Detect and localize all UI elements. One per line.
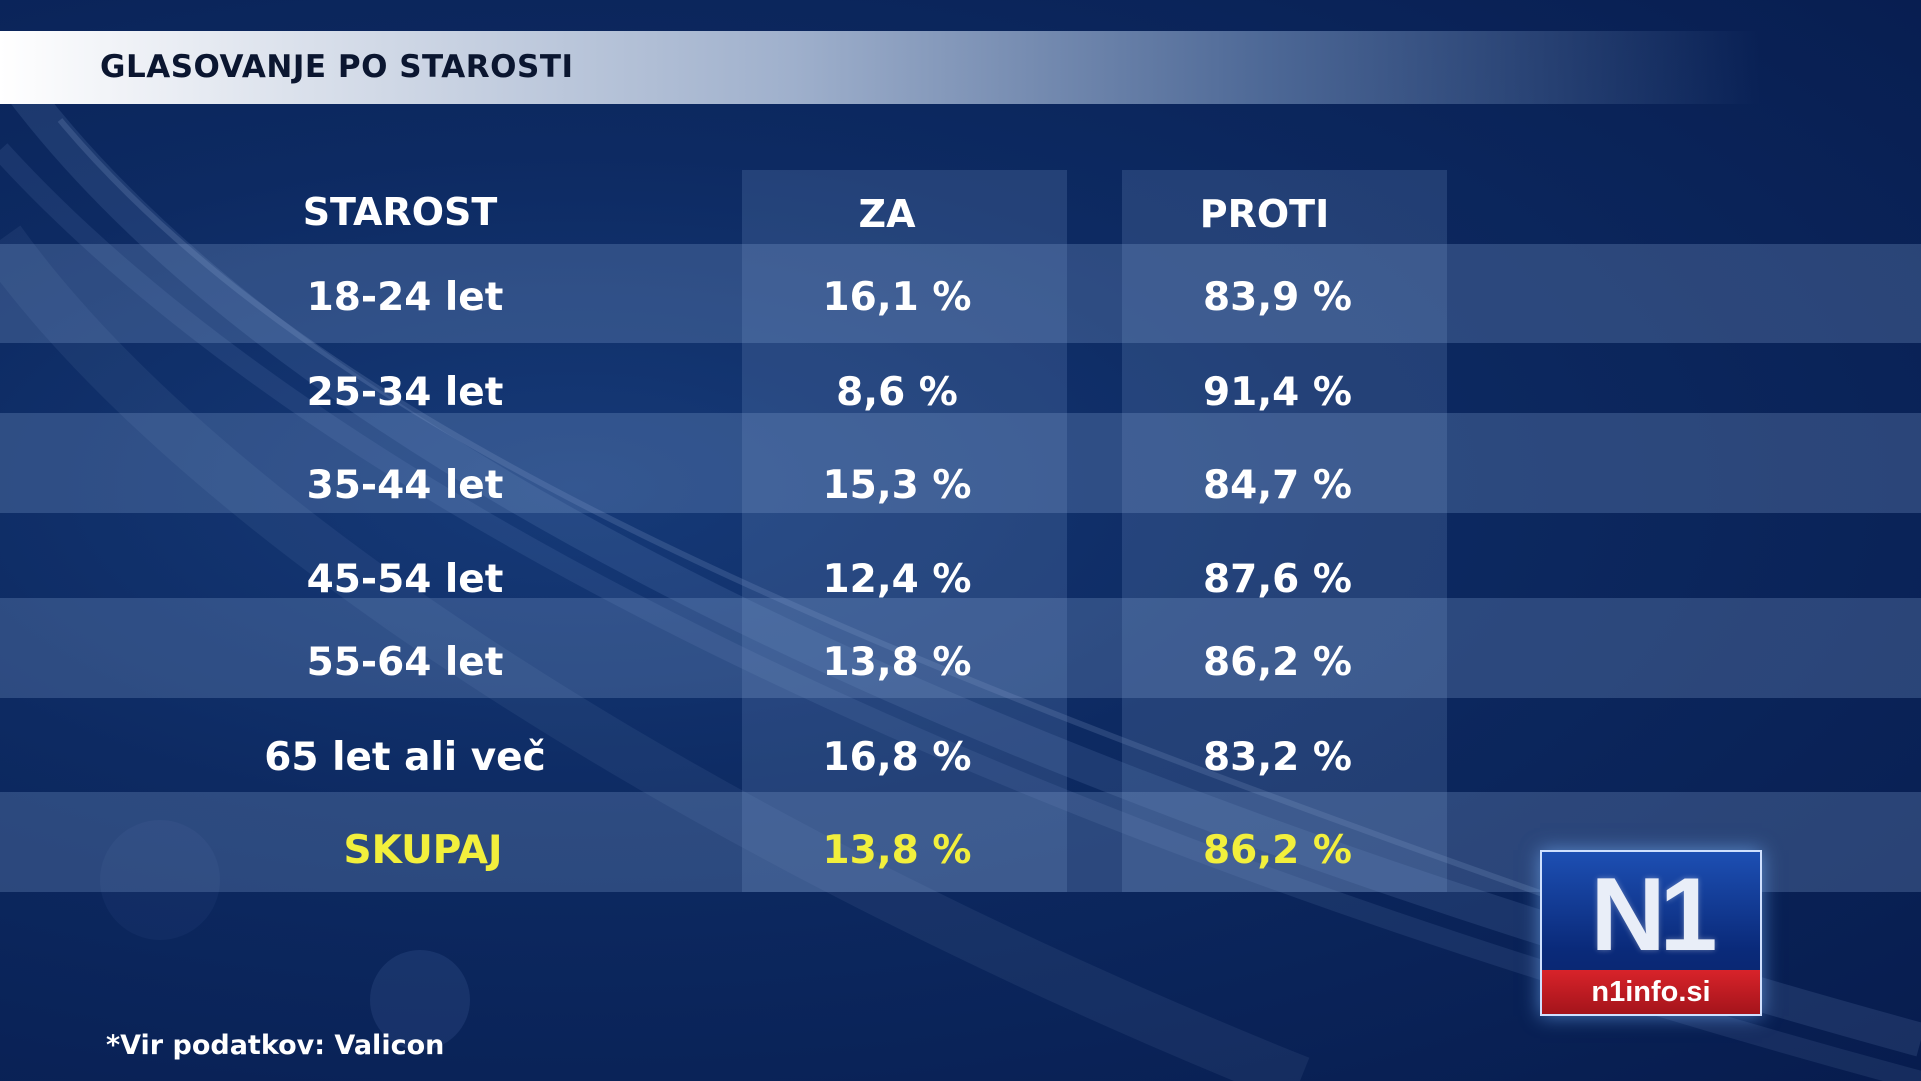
row-za-value: 8,6 % <box>836 370 958 415</box>
row-za-value: 12,4 % <box>822 557 972 602</box>
source-note: *Vir podatkov: Valicon <box>106 1030 445 1061</box>
row-label: 65 let ali več <box>264 735 546 780</box>
header-starost: STAROST <box>302 190 498 234</box>
row-za-value: 16,1 % <box>822 275 972 320</box>
page-title: GLASOVANJE PO STAROSTI <box>100 49 574 85</box>
proti-column-background <box>1122 170 1447 892</box>
row-proti-value: 84,7 % <box>1203 463 1352 508</box>
row-proti-value: 83,2 % <box>1203 735 1352 780</box>
row-label: 25-34 let <box>306 370 504 415</box>
row-proti-value: 86,2 % <box>1203 640 1352 685</box>
header-proti: PROTI <box>1199 192 1330 236</box>
total-za-value: 13,8 % <box>822 828 972 873</box>
header-za: ZA <box>858 192 916 236</box>
row-proti-value: 83,9 % <box>1203 275 1352 320</box>
row-proti-value: 87,6 % <box>1203 557 1352 602</box>
za-column-background <box>742 170 1067 892</box>
row-za-value: 13,8 % <box>822 640 972 685</box>
row-label: 55-64 let <box>306 640 504 685</box>
row-za-value: 16,8 % <box>822 735 972 780</box>
logo-mark: N1 <box>1590 857 1718 973</box>
row-label: 35-44 let <box>306 463 504 508</box>
total-label: SKUPAJ <box>343 828 503 873</box>
row-label: 18-24 let <box>306 275 504 320</box>
logo-site: n1info.si <box>1542 970 1760 1014</box>
row-band <box>0 244 1921 343</box>
row-band <box>0 598 1921 698</box>
n1-logo: N1 n1info.si <box>1540 850 1762 1016</box>
title-bar: GLASOVANJE PO STAROSTI <box>0 31 1760 104</box>
row-proti-value: 91,4 % <box>1203 370 1352 415</box>
row-za-value: 15,3 % <box>822 463 972 508</box>
row-band <box>0 413 1921 513</box>
total-proti-value: 86,2 % <box>1203 828 1352 873</box>
row-label: 45-54 let <box>306 557 504 602</box>
